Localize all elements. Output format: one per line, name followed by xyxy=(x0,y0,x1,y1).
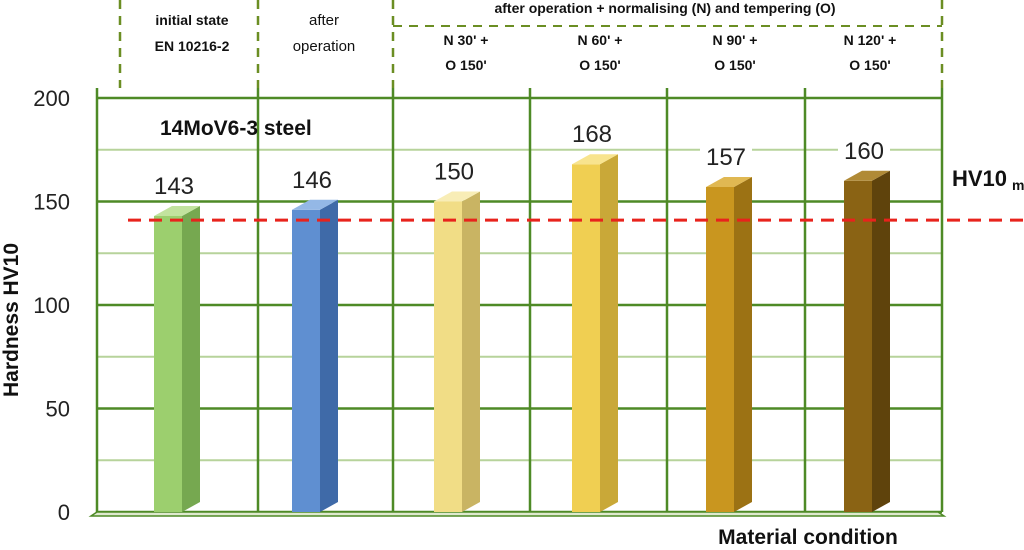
header-after-operation-line2: operation xyxy=(293,38,356,55)
header-n60-line1: N 60' + xyxy=(578,32,623,48)
header-group-normalising-tempering: after operation + normalising (N) and te… xyxy=(494,0,835,16)
bar-side xyxy=(320,199,338,512)
y-axis-title: Hardness HV10 xyxy=(0,243,23,397)
bar-side xyxy=(734,177,752,512)
bar-front xyxy=(572,164,600,513)
header-n30-line1: N 30' + xyxy=(444,32,489,48)
bar xyxy=(292,199,338,512)
header-n120-line1: N 120' + xyxy=(844,32,897,48)
bar-side xyxy=(182,205,200,513)
bar-top xyxy=(154,205,200,216)
value-label-box xyxy=(838,132,890,165)
bar-top xyxy=(706,177,752,188)
y-tick-label: 100 xyxy=(33,293,70,318)
bar-side xyxy=(872,170,890,513)
value-label: 168 xyxy=(572,121,612,148)
bar xyxy=(844,170,890,513)
header-n30-line2: O 150' xyxy=(445,57,486,73)
hv10-min-label-subscript: min xyxy=(1012,177,1024,193)
bar-front xyxy=(434,201,462,512)
y-tick-label: 50 xyxy=(46,397,70,422)
header-n120-line2: O 150' xyxy=(849,57,890,73)
value-labels: 143 146 150 168 157 160 xyxy=(148,116,890,200)
y-tick-label: 200 xyxy=(33,86,70,111)
value-label: 146 xyxy=(292,167,332,194)
value-label-box xyxy=(566,116,618,149)
header-dividers xyxy=(118,0,944,88)
bar-top xyxy=(844,170,890,181)
bar-top xyxy=(434,191,480,202)
bar-top xyxy=(292,199,338,210)
chart-title: 14MoV6-3 steel xyxy=(160,117,312,140)
header-after-operation-line1: after xyxy=(309,12,339,29)
bar-front xyxy=(154,215,182,513)
value-label: 157 xyxy=(706,144,746,171)
x-axis-title: Material condition xyxy=(718,526,898,549)
bar-front xyxy=(292,209,320,512)
bar-side xyxy=(462,191,480,512)
bar xyxy=(154,205,200,513)
plot-grid xyxy=(88,88,947,517)
value-label-box xyxy=(428,153,480,186)
header-n90-line2: O 150' xyxy=(714,57,755,73)
bar xyxy=(434,191,480,512)
value-label: 150 xyxy=(434,159,474,186)
hv10-min-label-main: HV10 xyxy=(952,166,1007,191)
value-label-box xyxy=(700,139,752,172)
category-headers: initial state EN 10216-2 after operation… xyxy=(155,0,897,73)
header-initial-state-line2: EN 10216-2 xyxy=(155,38,230,54)
header-n90-line1: N 90' + xyxy=(713,32,758,48)
bar xyxy=(706,177,752,512)
header-initial-state-line1: initial state xyxy=(155,12,228,28)
value-label-box xyxy=(286,161,338,194)
y-tick-label: 0 xyxy=(58,500,70,525)
bar-top xyxy=(572,154,618,165)
bar-front xyxy=(706,187,734,512)
bars xyxy=(154,154,890,513)
value-label: 143 xyxy=(154,173,194,200)
y-tick-label: 150 xyxy=(33,190,70,215)
value-label: 160 xyxy=(844,138,884,165)
header-n60-line2: O 150' xyxy=(579,57,620,73)
bar xyxy=(572,154,618,513)
bar-front xyxy=(844,180,872,513)
bar-side xyxy=(600,154,618,513)
y-axis-ticks: 0 50 100 150 200 xyxy=(33,86,70,525)
value-label-box xyxy=(148,167,200,200)
chart-floor xyxy=(88,511,947,517)
hv10-min-label: HV10 min xyxy=(952,166,1024,193)
